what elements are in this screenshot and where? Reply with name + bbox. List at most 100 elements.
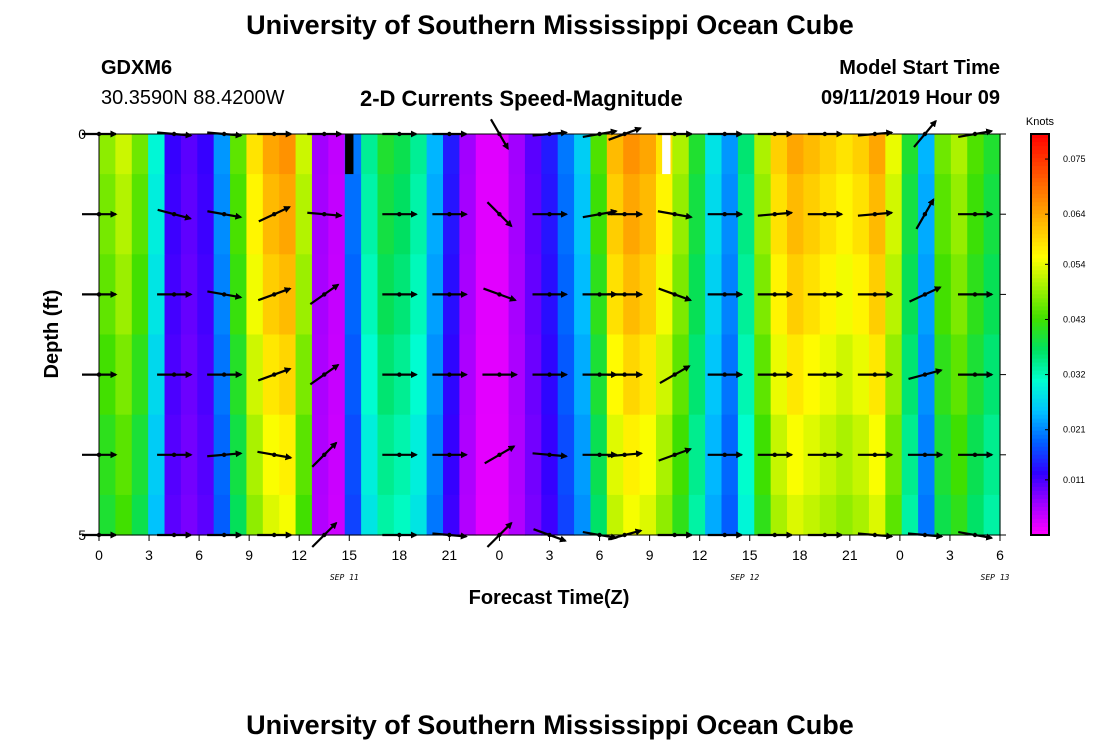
heatmap-cell bbox=[590, 494, 608, 536]
colorbar-segment bbox=[1031, 486, 1049, 492]
heatmap-cell bbox=[131, 414, 149, 496]
colorbar-segment bbox=[1031, 202, 1049, 207]
colorbar: Knots 0.075 0.064 0.054 0.043 0.032 0.021 0.011 bbox=[1026, 116, 1086, 536]
heatmap-cell bbox=[344, 494, 362, 536]
heatmap-cell bbox=[721, 494, 739, 536]
colorbar-segment bbox=[1031, 410, 1049, 416]
heatmap-cell bbox=[295, 174, 313, 255]
heatmap-cell bbox=[721, 134, 739, 175]
heatmap-cell bbox=[787, 414, 805, 496]
heatmap-cell bbox=[672, 134, 690, 175]
heatmap-cell bbox=[311, 134, 329, 175]
x-tick-label: 6 bbox=[195, 547, 203, 563]
heatmap-cell bbox=[885, 254, 903, 336]
arrow-origin bbox=[547, 372, 552, 377]
colorbar-segment bbox=[1031, 170, 1049, 175]
colorbar-segment bbox=[1031, 426, 1049, 432]
colorbar-segment bbox=[1031, 482, 1049, 488]
heatmap-cell bbox=[99, 494, 116, 536]
y-tick-label: 5 bbox=[78, 527, 86, 543]
heatmap-cell bbox=[344, 174, 362, 255]
x-tick-label: 6 bbox=[996, 547, 1004, 563]
arrow-origin bbox=[322, 372, 327, 377]
colorbar-segment bbox=[1031, 354, 1049, 360]
product-title: 2-D Currents Speed-Magnitude bbox=[360, 86, 683, 111]
arrow-origin bbox=[672, 452, 677, 457]
colorbar-segment bbox=[1031, 418, 1049, 424]
heatmap-cell bbox=[131, 134, 149, 175]
heatmap-cell bbox=[410, 334, 428, 416]
heatmap-cell bbox=[197, 494, 215, 536]
heatmap-cell bbox=[492, 134, 510, 175]
heatmap-cell bbox=[410, 254, 428, 336]
heatmap-cell bbox=[426, 134, 444, 175]
colorbar-segment bbox=[1031, 290, 1049, 295]
heatmap-cell bbox=[639, 334, 657, 416]
arrow-origin bbox=[171, 452, 177, 457]
heatmap-cell bbox=[230, 494, 248, 536]
colorbar-segment bbox=[1031, 450, 1049, 456]
colorbar-segment bbox=[1031, 494, 1049, 500]
colorbar-segment bbox=[1031, 190, 1049, 195]
colorbar-segment bbox=[1031, 370, 1049, 376]
arrow-origin bbox=[922, 372, 928, 377]
heatmap-cell bbox=[705, 494, 723, 536]
colorbar-segment bbox=[1031, 438, 1049, 444]
heatmap-cell bbox=[983, 134, 1001, 175]
colorbar-segment bbox=[1031, 214, 1049, 219]
heatmap-cell bbox=[787, 334, 805, 416]
x-tick-label: 0 bbox=[896, 547, 904, 563]
station-name: GDXM6 bbox=[101, 57, 173, 79]
colorbar-segment bbox=[1031, 258, 1049, 263]
y-axis-label: Depth (ft) bbox=[41, 290, 63, 379]
heatmap-cell bbox=[639, 134, 657, 175]
heatmap-cell bbox=[639, 174, 657, 255]
colorbar-segment bbox=[1031, 390, 1049, 396]
heatmap-cell bbox=[295, 134, 313, 175]
heatmap-cell bbox=[803, 494, 821, 536]
colorbar-segment bbox=[1031, 322, 1049, 328]
colorbar-segment bbox=[1031, 142, 1049, 147]
colorbar-segment bbox=[1031, 350, 1049, 356]
heatmap-cell bbox=[410, 414, 428, 496]
heatmap-cell bbox=[131, 334, 149, 416]
heatmap-cell bbox=[459, 134, 477, 175]
heatmap-cell bbox=[475, 174, 493, 255]
station-coords: 30.3590N 88.4200W bbox=[101, 87, 285, 109]
heatmap-cell bbox=[410, 174, 428, 255]
heatmap-cell bbox=[770, 494, 788, 536]
colorbar-segment bbox=[1031, 150, 1049, 155]
heatmap-cell bbox=[295, 494, 313, 536]
colorbar-segment bbox=[1031, 382, 1049, 388]
heatmap-cell bbox=[262, 494, 280, 536]
heatmap-cell bbox=[115, 174, 133, 255]
heatmap-cell bbox=[246, 414, 264, 496]
colorbar-segment bbox=[1031, 294, 1049, 300]
heatmap-cell bbox=[361, 334, 379, 416]
arrow-origin bbox=[722, 212, 727, 217]
arrow-origin bbox=[622, 452, 627, 457]
heatmap-cell bbox=[524, 414, 542, 496]
colorbar-segment bbox=[1031, 394, 1049, 400]
heatmap-cell bbox=[213, 494, 231, 536]
arrow-origin bbox=[772, 212, 777, 217]
colorbar-segment bbox=[1031, 446, 1049, 452]
arrow-origin bbox=[822, 452, 828, 457]
heatmap-cell bbox=[688, 334, 706, 416]
heatmap-cell bbox=[836, 254, 854, 336]
colorbar-segment bbox=[1031, 302, 1049, 308]
colorbar-segment bbox=[1031, 274, 1049, 279]
arrow-origin bbox=[547, 292, 552, 297]
heatmap-cell bbox=[279, 254, 297, 336]
colorbar-segment bbox=[1031, 182, 1049, 187]
heatmap-cell bbox=[443, 134, 460, 175]
model-start-label: Model Start Time bbox=[839, 57, 1000, 79]
heatmap-cell bbox=[230, 254, 248, 336]
arrow-origin bbox=[397, 372, 402, 377]
heatmap-cell bbox=[295, 414, 313, 496]
heatmap-cell bbox=[639, 494, 657, 536]
arrow-origin bbox=[722, 452, 727, 457]
arrow-origin bbox=[622, 372, 627, 377]
heatmap-cell bbox=[770, 134, 788, 175]
heatmap-cell bbox=[311, 494, 329, 536]
